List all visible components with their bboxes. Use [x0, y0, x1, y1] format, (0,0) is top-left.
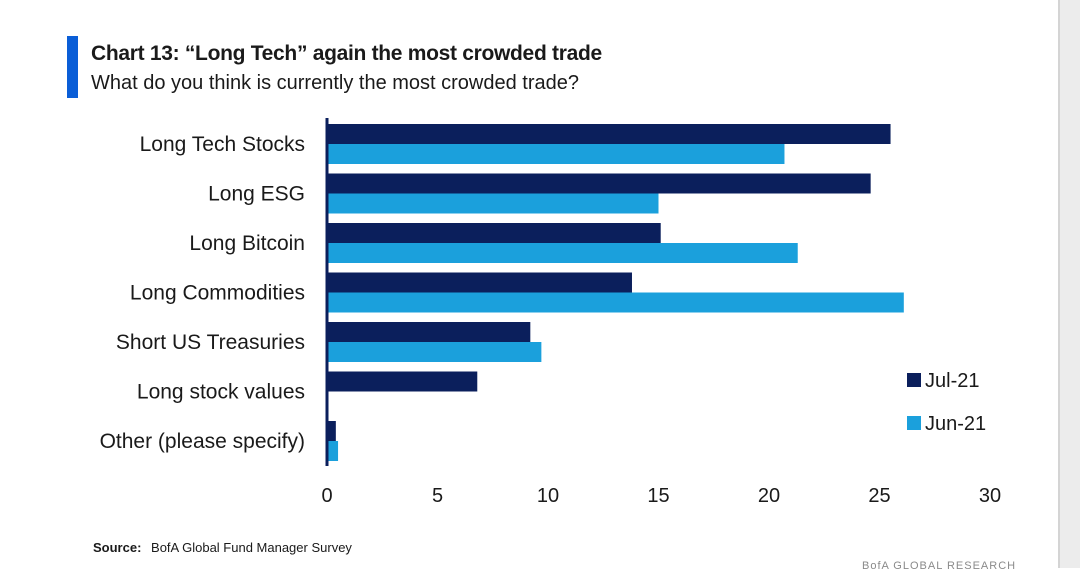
legend-swatch — [907, 373, 921, 387]
x-tick-label: 20 — [758, 485, 780, 507]
legend-label: Jul-21 — [925, 370, 979, 392]
bar-series-2 — [327, 292, 904, 313]
category-label: Long Bitcoin — [189, 232, 305, 255]
category-label: Other (please specify) — [100, 430, 305, 453]
x-tick-label: 30 — [979, 485, 1001, 507]
bar-series-2 — [327, 342, 542, 362]
page-edge-line — [1058, 0, 1060, 568]
category-label: Long ESG — [208, 183, 305, 206]
bar-series-1 — [327, 421, 336, 441]
bar-series-2 — [327, 144, 785, 164]
bar-series-2 — [327, 193, 659, 214]
category-label: Long Commodities — [130, 282, 305, 305]
page-edge — [1060, 0, 1080, 568]
chart-subtitle: What do you think is currently the most … — [91, 72, 580, 94]
bar-series-1 — [327, 223, 661, 243]
x-tick-label: 0 — [321, 485, 332, 507]
chart-title: Chart 13: “Long Tech” again the most cro… — [91, 42, 602, 65]
x-tick-label: 5 — [432, 485, 443, 507]
bar-series-1 — [327, 272, 632, 293]
source-label: Source: — [93, 540, 142, 555]
x-tick-label: 15 — [647, 485, 669, 507]
bar-series-1 — [327, 124, 891, 144]
category-label: Short US Treasuries — [116, 331, 305, 354]
legend-label: Jun-21 — [925, 413, 986, 435]
bar-series-1 — [327, 371, 478, 392]
source-text: BofA Global Fund Manager Survey — [151, 540, 352, 555]
x-tick-label: 10 — [537, 485, 559, 507]
brand-footer: BofA GLOBAL RESEARCH — [862, 560, 1017, 572]
bar-series-1 — [327, 322, 531, 342]
category-label: Long Tech Stocks — [140, 133, 305, 156]
source-note: Source: BofA Global Fund Manager Survey — [93, 540, 352, 555]
bar-series-2 — [327, 243, 798, 263]
category-label: Long stock values — [137, 381, 305, 404]
x-tick-label: 25 — [868, 485, 890, 507]
bar-chart: Long Tech Stocks Long ESG Long Bitcoin Long… — [100, 118, 1001, 507]
bar-series-2 — [327, 441, 339, 461]
legend-swatch — [907, 416, 921, 430]
bar-series-1 — [327, 173, 871, 194]
title-accent-bar — [67, 36, 78, 98]
